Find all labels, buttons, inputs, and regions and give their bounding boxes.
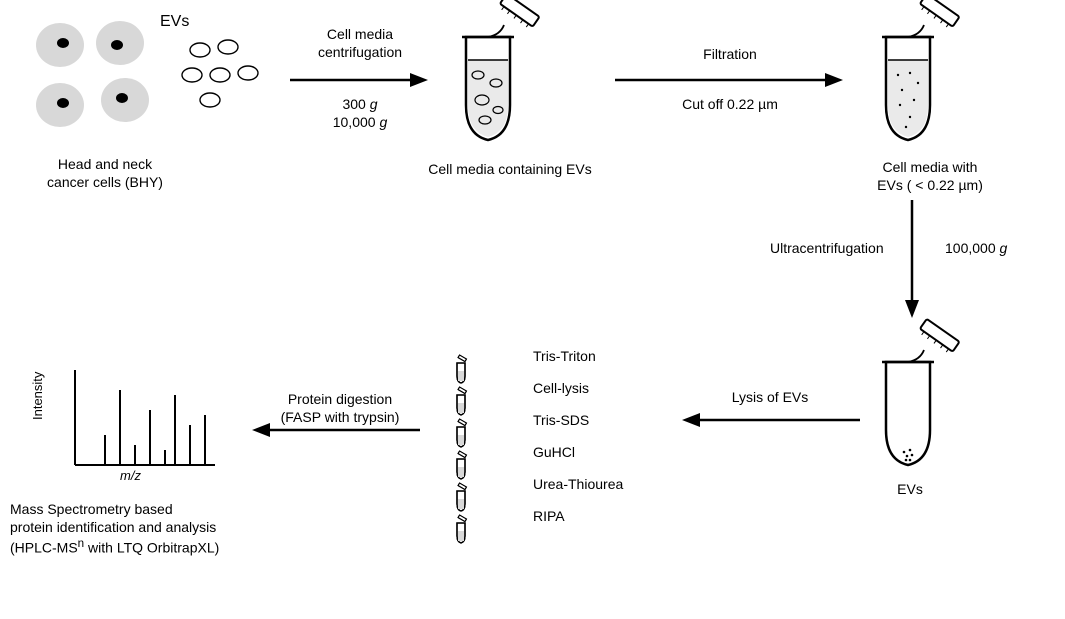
lysis-buffer-label: GuHCl [533,444,575,460]
spectrum-xaxis: m/z [120,468,141,485]
arrow3-label: Ultracentrifugation [770,240,884,256]
arrow5-l1: Protein digestion [288,391,392,407]
tube-2 [880,5,990,150]
arrow1-s1g: g [370,96,378,112]
arrow1-sub: 300 g 10,000 g [300,95,420,131]
arrow5-label: Protein digestion (FASP with trypsin) [265,390,415,426]
lysis-row: Urea-Thiourea [455,468,623,500]
arrow4-label: Lysis of EVs [700,388,840,406]
lysis-buffer-label: Tris-SDS [533,412,589,428]
step1-caption-l2: cancer cells (BHY) [47,174,163,190]
mass-spectrum [55,360,225,480]
arrow3-sub: 100,000 g [945,240,1007,256]
step3-l1: Cell media with [883,159,978,175]
arrow3-sub-num: 100,000 [945,240,1000,256]
arrow2-label: Filtration [650,45,810,63]
lysis-buffers: Tris-Triton Cell-lysis [455,340,623,532]
arrow-4 [680,410,860,430]
lysis-buffer-label: Cell-lysis [533,380,589,396]
arrow-3 [902,200,922,320]
lysis-buffer-label: RIPA [533,508,565,524]
arrow-1 [290,70,430,90]
step2-caption: Cell media containing EVs [400,160,620,178]
evs-label: EVs [160,12,189,33]
arrow1-label: Cell media centrifugation [300,25,420,61]
step1-caption: Head and neck cancer cells (BHY) [25,155,185,191]
arrow1-l1: Cell media [327,26,393,42]
cells-graphic [25,15,185,145]
tube-3 [880,330,990,475]
spec-l1: Mass Spectrometry based [10,501,173,517]
spec-l2: protein identification and analysis [10,519,216,535]
lysis-row: GuHCl [455,436,623,468]
arrow-2 [615,70,845,90]
arrow5-l2: (FASP with trypsin) [281,409,400,425]
evs-ovals [180,35,280,125]
arrow1-s2g: g [379,114,387,130]
lysis-row: Tris-Triton [455,340,623,372]
lysis-buffer-label: Tris-Triton [533,348,596,364]
arrow1-l2: centrifugation [318,44,402,60]
spectrum-caption: Mass Spectrometry based protein identifi… [10,500,280,557]
spec-l3a: (HPLC-MS [10,540,78,556]
spec-l3b: with LTQ OrbitrapXL) [84,540,219,556]
lysis-row: Cell-lysis [455,372,623,404]
tube-1 [460,5,570,150]
step4-caption: EVs [870,480,950,498]
arrow1-s2: 10,000 [333,114,380,130]
arrow2-sub: Cut off 0.22 µm [650,95,810,113]
arrow3-sub-g: g [1000,240,1008,256]
step1-caption-l1: Head and neck [58,156,152,172]
step3-l2: EVs ( < 0.22 µm) [877,177,983,193]
arrow1-s1: 300 [342,96,369,112]
spectrum-yaxis: Intensity [30,372,47,420]
lysis-buffer-label: Urea-Thiourea [533,476,623,492]
step3-caption: Cell media with EVs ( < 0.22 µm) [840,158,1020,194]
lysis-row: RIPA [455,500,623,532]
lysis-row: Tris-SDS [455,404,623,436]
